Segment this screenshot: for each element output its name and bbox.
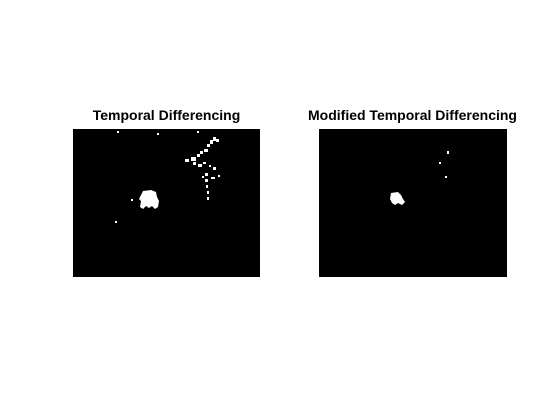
motion-blob [390,192,405,205]
noise-speck [209,165,211,167]
noise-speck [218,175,220,177]
noise-speck [131,199,133,201]
noise-speck [191,157,196,161]
noise-speck [115,221,117,223]
noise-speck [185,159,189,162]
motion-blob [139,190,159,209]
noise-speck [204,149,208,152]
noise-speck [216,139,219,142]
noise-speck [193,162,196,165]
noise-speck [200,151,203,154]
noise-speck [211,177,215,179]
noise-speck [206,185,208,188]
noise-speck [213,137,216,141]
noise-speck [207,191,209,194]
noise-speck [447,151,449,154]
noise-speck [202,176,204,178]
noise-speck [207,197,209,200]
temporal-differencing-mask [73,129,260,277]
noise-speck [210,140,213,144]
noise-speck [445,176,447,178]
noise-speck [205,173,208,176]
left-panel-title: Temporal Differencing [92,107,241,123]
noise-speck [198,164,202,167]
noise-speck [213,167,216,170]
noise-speck [117,131,119,133]
noise-speck [205,179,208,182]
noise-speck [207,144,210,147]
modified-temporal-differencing-image [319,129,507,277]
temporal-differencing-image [73,129,260,277]
modified-temporal-differencing-mask [319,129,507,277]
noise-speck [203,162,206,164]
right-panel-title: Modified Temporal Differencing [308,107,517,123]
noise-speck [197,154,200,157]
noise-speck [157,133,159,135]
noise-speck [439,162,441,164]
noise-speck [197,131,199,133]
